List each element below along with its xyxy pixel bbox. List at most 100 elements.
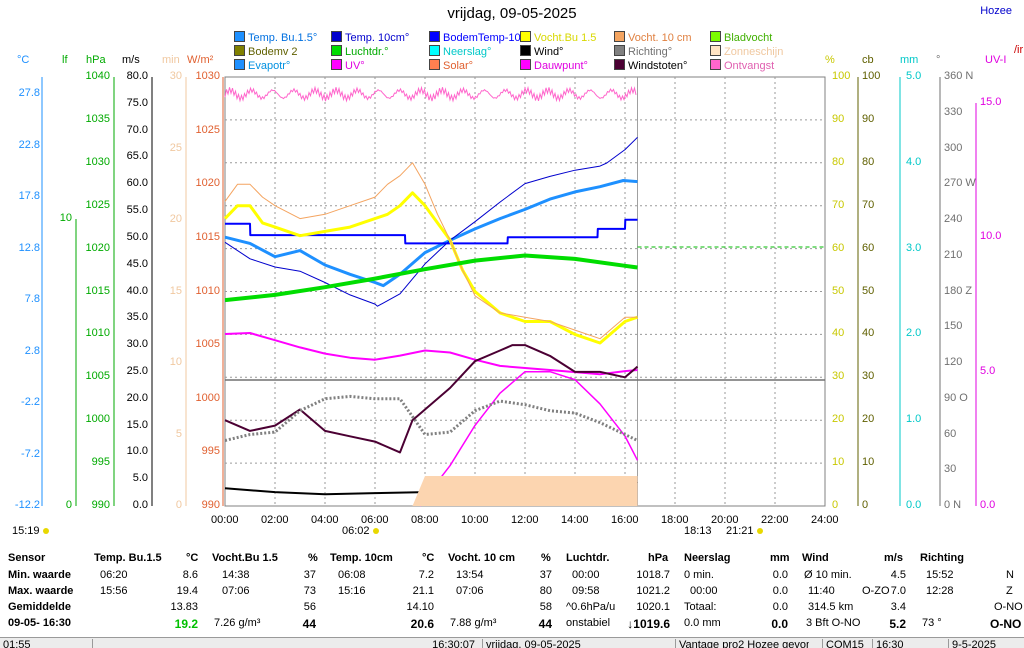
legend-swatch [234, 31, 245, 42]
axis-tick-hpa: 1030 [85, 155, 110, 168]
axis-tick-pct: 30 [832, 370, 845, 383]
stats-header-vocht10-unit: % [541, 552, 551, 564]
legend-item-windstoten[interactable]: Windstoten° [614, 59, 687, 72]
axis-tick-celsius: -2.2 [21, 396, 40, 408]
legend-item-neerslag[interactable]: Neerslag° [429, 45, 491, 58]
wind-avg10-label: Ø 10 min. [804, 569, 852, 581]
legend-item-temp-10cm[interactable]: Temp. 10cm° [331, 31, 409, 44]
graph-title: vrijdag, 09-05-2025 [447, 5, 577, 22]
axis-tick-cb: 40 [862, 327, 875, 340]
sunset-marker-a-text: 18:13 [684, 525, 712, 537]
axis-tick-wm2: 1020 [195, 177, 220, 190]
legend-swatch [429, 59, 440, 70]
richting-max-time: 12:28 [926, 585, 954, 597]
axis-tick-min: 25 [169, 141, 182, 154]
axis-tick-celsius: -12.2 [14, 499, 40, 511]
legend-label: UV° [345, 60, 365, 72]
x-tick-label: 08:00 [411, 514, 439, 526]
legend-item-vocht-bu-1-5[interactable]: Vocht.Bu 1.5 [520, 31, 596, 44]
legend-item-zonneschijn[interactable]: Zonneschijn [710, 45, 783, 58]
legend-item-bodemtemp-10[interactable]: BodemTemp-10 [429, 31, 521, 44]
legend-item-vocht-10-cm[interactable]: Vocht. 10 cm [614, 31, 692, 44]
richting-min-time: 15:52 [926, 569, 954, 581]
legend-item-ontvangst[interactable]: Ontvangst [710, 59, 774, 72]
axis-tick-deg: 120 [944, 356, 963, 368]
axis-unit-deg: ° [936, 54, 941, 66]
stats-header-vochtbu: Vocht.Bu 1.5 [212, 552, 278, 564]
axis-tick-ms: 55.0 [126, 204, 148, 217]
axis-tick-ms: 0.0 [132, 499, 148, 511]
series-bodemtemp-10 [225, 218, 638, 245]
legend-label: Windstoten° [628, 60, 688, 72]
x-tick-label: 06:00 [361, 514, 389, 526]
neerslag-min-label: 0 min. [684, 569, 714, 581]
series-vocht-bu-1-5 [223, 191, 638, 345]
legend-item-richting[interactable]: Richting° [614, 45, 672, 58]
neerslag-total-label: Totaal: [684, 601, 717, 613]
legend-label: Neerslag° [443, 46, 492, 58]
legend-swatch [520, 59, 531, 70]
axis-tick-deg: 180 Z [944, 284, 973, 297]
axis-tick-min: 15 [169, 284, 182, 297]
axis-tick-deg: 360 N [944, 70, 974, 82]
legend-swatch [614, 45, 625, 56]
temp10-min-value: 7.2 [418, 569, 434, 581]
axis-tick-cb: 80 [862, 155, 875, 168]
stats-header-temp10-unit: °C [422, 552, 435, 564]
axis-tick-pct: 80 [832, 155, 845, 168]
station-name[interactable]: Hozee [980, 5, 1012, 17]
axis-tick-cb: 60 [862, 241, 875, 254]
stats-header-luchtdr: Luchtdr. [566, 552, 610, 564]
axis-tick-cb: 10 [862, 456, 875, 469]
axis-tick-wm2: 1030 [195, 70, 220, 82]
legend-swatch [331, 45, 342, 56]
status-time: 16:30:07 [92, 639, 478, 648]
legend-item-luchtdr[interactable]: Luchtdr.° [331, 45, 389, 58]
legend-item-solar[interactable]: Solar° [429, 59, 473, 72]
axis-tick-celsius: 17.8 [18, 190, 40, 202]
axis-tick-ms: 15.0 [126, 418, 148, 431]
legend-item-bodemv-2[interactable]: Bodemv 2 [234, 45, 298, 58]
legend-label: Evapotr° [248, 60, 291, 72]
axis-tick-pct: 100 [832, 70, 851, 82]
axis-tick-lf: 0 [65, 499, 72, 511]
axis-tick-uv: 0.0 [980, 499, 996, 511]
temp10-avg-value: 14.10 [406, 601, 434, 613]
axis-tick-pct: 60 [832, 241, 845, 254]
wind-max-direction: O-ZO [862, 585, 890, 597]
wind-current-value: 5.2 [889, 617, 906, 631]
status-port: COM15 [822, 639, 866, 648]
axis-tick-hpa: 995 [91, 456, 110, 469]
legend-item-temp-bu-1-5[interactable]: Temp. Bu.1.5° [234, 31, 317, 44]
x-tick-label: 12:00 [511, 514, 539, 526]
legend-item-bladvocht[interactable]: Bladvocht [710, 31, 772, 44]
legend-item-evapotr[interactable]: Evapotr° [234, 59, 290, 72]
legend-label: Ontvangst [724, 60, 775, 72]
stats-row-max: Max. waarde [8, 585, 74, 597]
wind-distance: 314.5 km [808, 601, 854, 613]
legend-label: Bladvocht [724, 32, 773, 44]
axis-tick-deg: 270 W [944, 177, 976, 190]
axis-tick-ms: 30.0 [126, 338, 148, 351]
richting-min-value: N [1006, 569, 1014, 581]
axis-tick-deg: 30 [944, 463, 957, 476]
stats-header-neerslag-unit: mm [770, 552, 790, 564]
series-dauwpunt [224, 332, 638, 376]
tempbu-min-time: 06:20 [100, 569, 128, 581]
axis-tick-pct: 20 [832, 413, 845, 426]
neerslag-max-time: 00:00 [690, 585, 718, 597]
x-tick-label: 10:00 [461, 514, 489, 526]
vochtbu-max-time: 07:06 [222, 585, 250, 597]
legend-swatch [331, 31, 342, 42]
axis-tick-hpa: 1000 [85, 413, 110, 426]
axis-tick-ms: 65.0 [126, 150, 148, 163]
wind-beaufort: 3 Bft O-NO [806, 617, 861, 629]
legend-item-dauwpunt[interactable]: Dauwpunt° [520, 59, 588, 72]
legend-item-wind[interactable]: Wind° [520, 45, 563, 58]
x-tick-label: 14:00 [561, 514, 589, 526]
legend-item-uv[interactable]: UV° [331, 59, 365, 72]
vocht10-avg-value: 58 [539, 601, 552, 613]
legend-label: Vocht.Bu 1.5 [534, 32, 597, 44]
sun-icon [756, 528, 763, 534]
